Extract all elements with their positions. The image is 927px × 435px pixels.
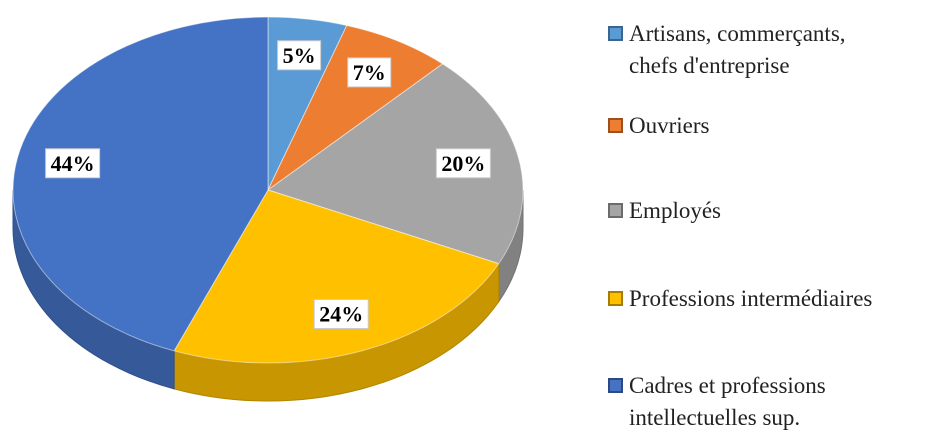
slice-top xyxy=(12,16,269,352)
slice-top xyxy=(266,63,524,265)
legend-label: Cadres et professions intellectuelles su… xyxy=(629,373,826,430)
value-label: 24% xyxy=(319,302,363,327)
value-label-box xyxy=(435,148,491,179)
value-label-group: 7% xyxy=(347,57,392,88)
legend-item: Professions intermédiaires xyxy=(608,283,872,315)
value-label-group: 24% xyxy=(313,299,369,330)
value-label-box xyxy=(277,40,322,71)
legend-label: Ouvriers xyxy=(629,113,710,138)
legend-item: Ouvriers xyxy=(608,110,709,142)
legend-item: Cadres et professions intellectuelles su… xyxy=(608,370,878,434)
slice-top xyxy=(173,189,500,364)
value-label: 44% xyxy=(51,151,95,176)
legend-label: Professions intermédiaires xyxy=(629,286,873,311)
legend-label: Artisans, commerçants, chefs d'entrepris… xyxy=(629,21,846,78)
value-label-box xyxy=(347,57,392,88)
value-label: 5% xyxy=(283,43,316,68)
value-label-group: 5% xyxy=(277,40,322,71)
value-label-box xyxy=(45,148,101,179)
value-label: 20% xyxy=(441,151,485,176)
pie-slice xyxy=(267,24,444,191)
pie-slice xyxy=(12,16,269,390)
slice-top xyxy=(267,24,444,191)
legend-swatch xyxy=(608,291,623,306)
value-label-group: 44% xyxy=(45,148,101,179)
legend-swatch xyxy=(608,118,623,133)
pie-area: 5% 7% 20% 24% 44% xyxy=(12,16,524,402)
value-label-group: 20% xyxy=(435,148,491,179)
legend-item: Artisans, commerçants, chefs d'entrepris… xyxy=(608,18,878,82)
legend-swatch xyxy=(608,26,623,41)
legend-swatch xyxy=(608,378,623,393)
legend-swatch xyxy=(608,203,623,218)
value-label-box xyxy=(313,299,369,330)
pie-slice xyxy=(173,189,500,402)
legend-item: Employés xyxy=(608,195,721,227)
legend-label: Employés xyxy=(629,198,721,223)
value-label: 7% xyxy=(353,60,386,85)
